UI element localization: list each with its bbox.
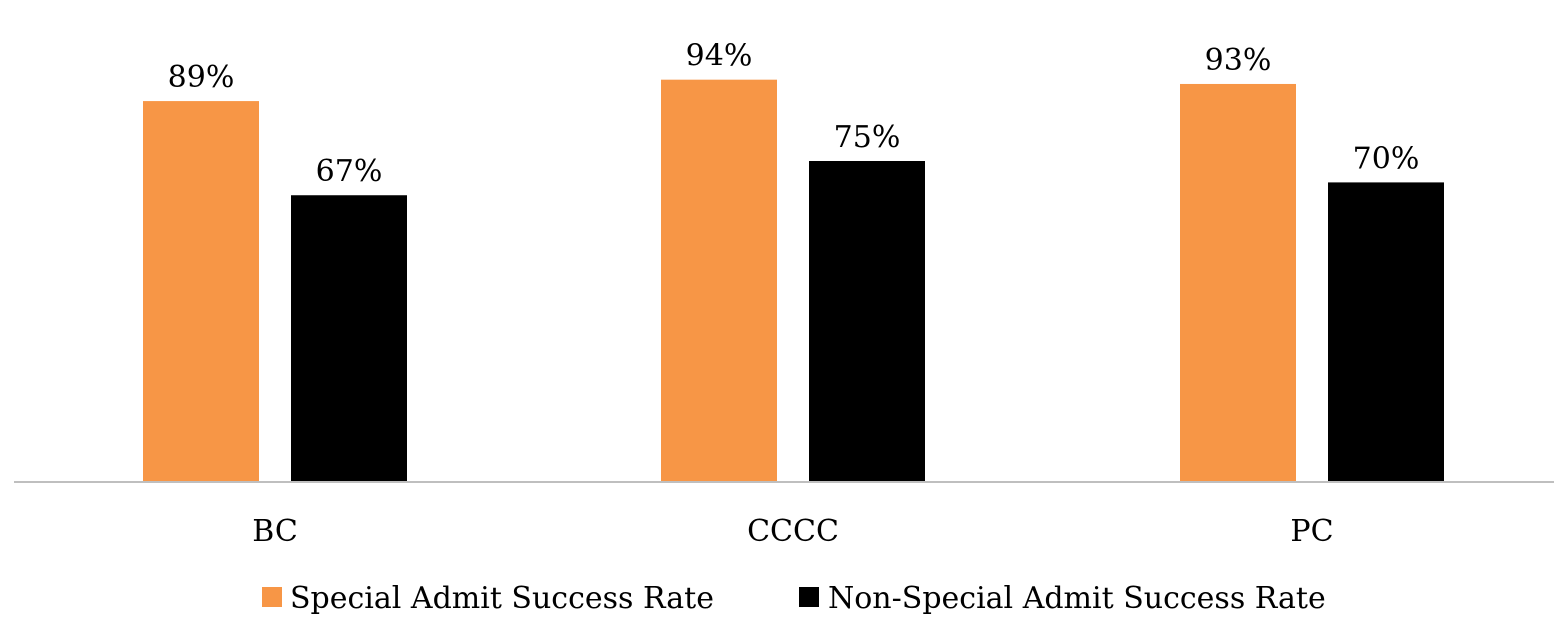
bar-bc-non-special [291,195,407,483]
legend: Special Admit Success Rate Non-Special A… [262,581,1326,616]
legend-label-special: Special Admit Success Rate [290,581,714,616]
bar-bc-special [143,101,259,482]
legend-swatch-non-special [799,587,819,607]
legend-label-non-special: Non-Special Admit Success Rate [828,581,1326,616]
x-tick-label-cccc: CCCC [747,514,839,549]
x-tick-label-pc: PC [1290,514,1333,549]
value-label-pc-non-special: 70% [1353,141,1420,176]
value-label-bc-non-special: 67% [316,154,383,189]
bar-cccc-non-special [809,161,925,482]
bars-group [143,79,1444,483]
value-label-pc-special: 93% [1205,43,1272,78]
bar-pc-non-special [1328,182,1444,482]
bar-pc-special [1180,83,1296,483]
value-label-cccc-special: 94% [686,39,753,74]
legend-swatch-special [262,587,282,607]
value-label-cccc-non-special: 75% [834,120,901,155]
value-labels-group: 89% 67% 94% 75% 93% 70% [168,39,1420,190]
bar-cccc-special [661,79,777,483]
value-label-bc-special: 89% [168,60,235,95]
x-tick-label-bc: BC [252,514,298,549]
x-tick-labels-group: BC CCCC PC [252,514,1333,549]
